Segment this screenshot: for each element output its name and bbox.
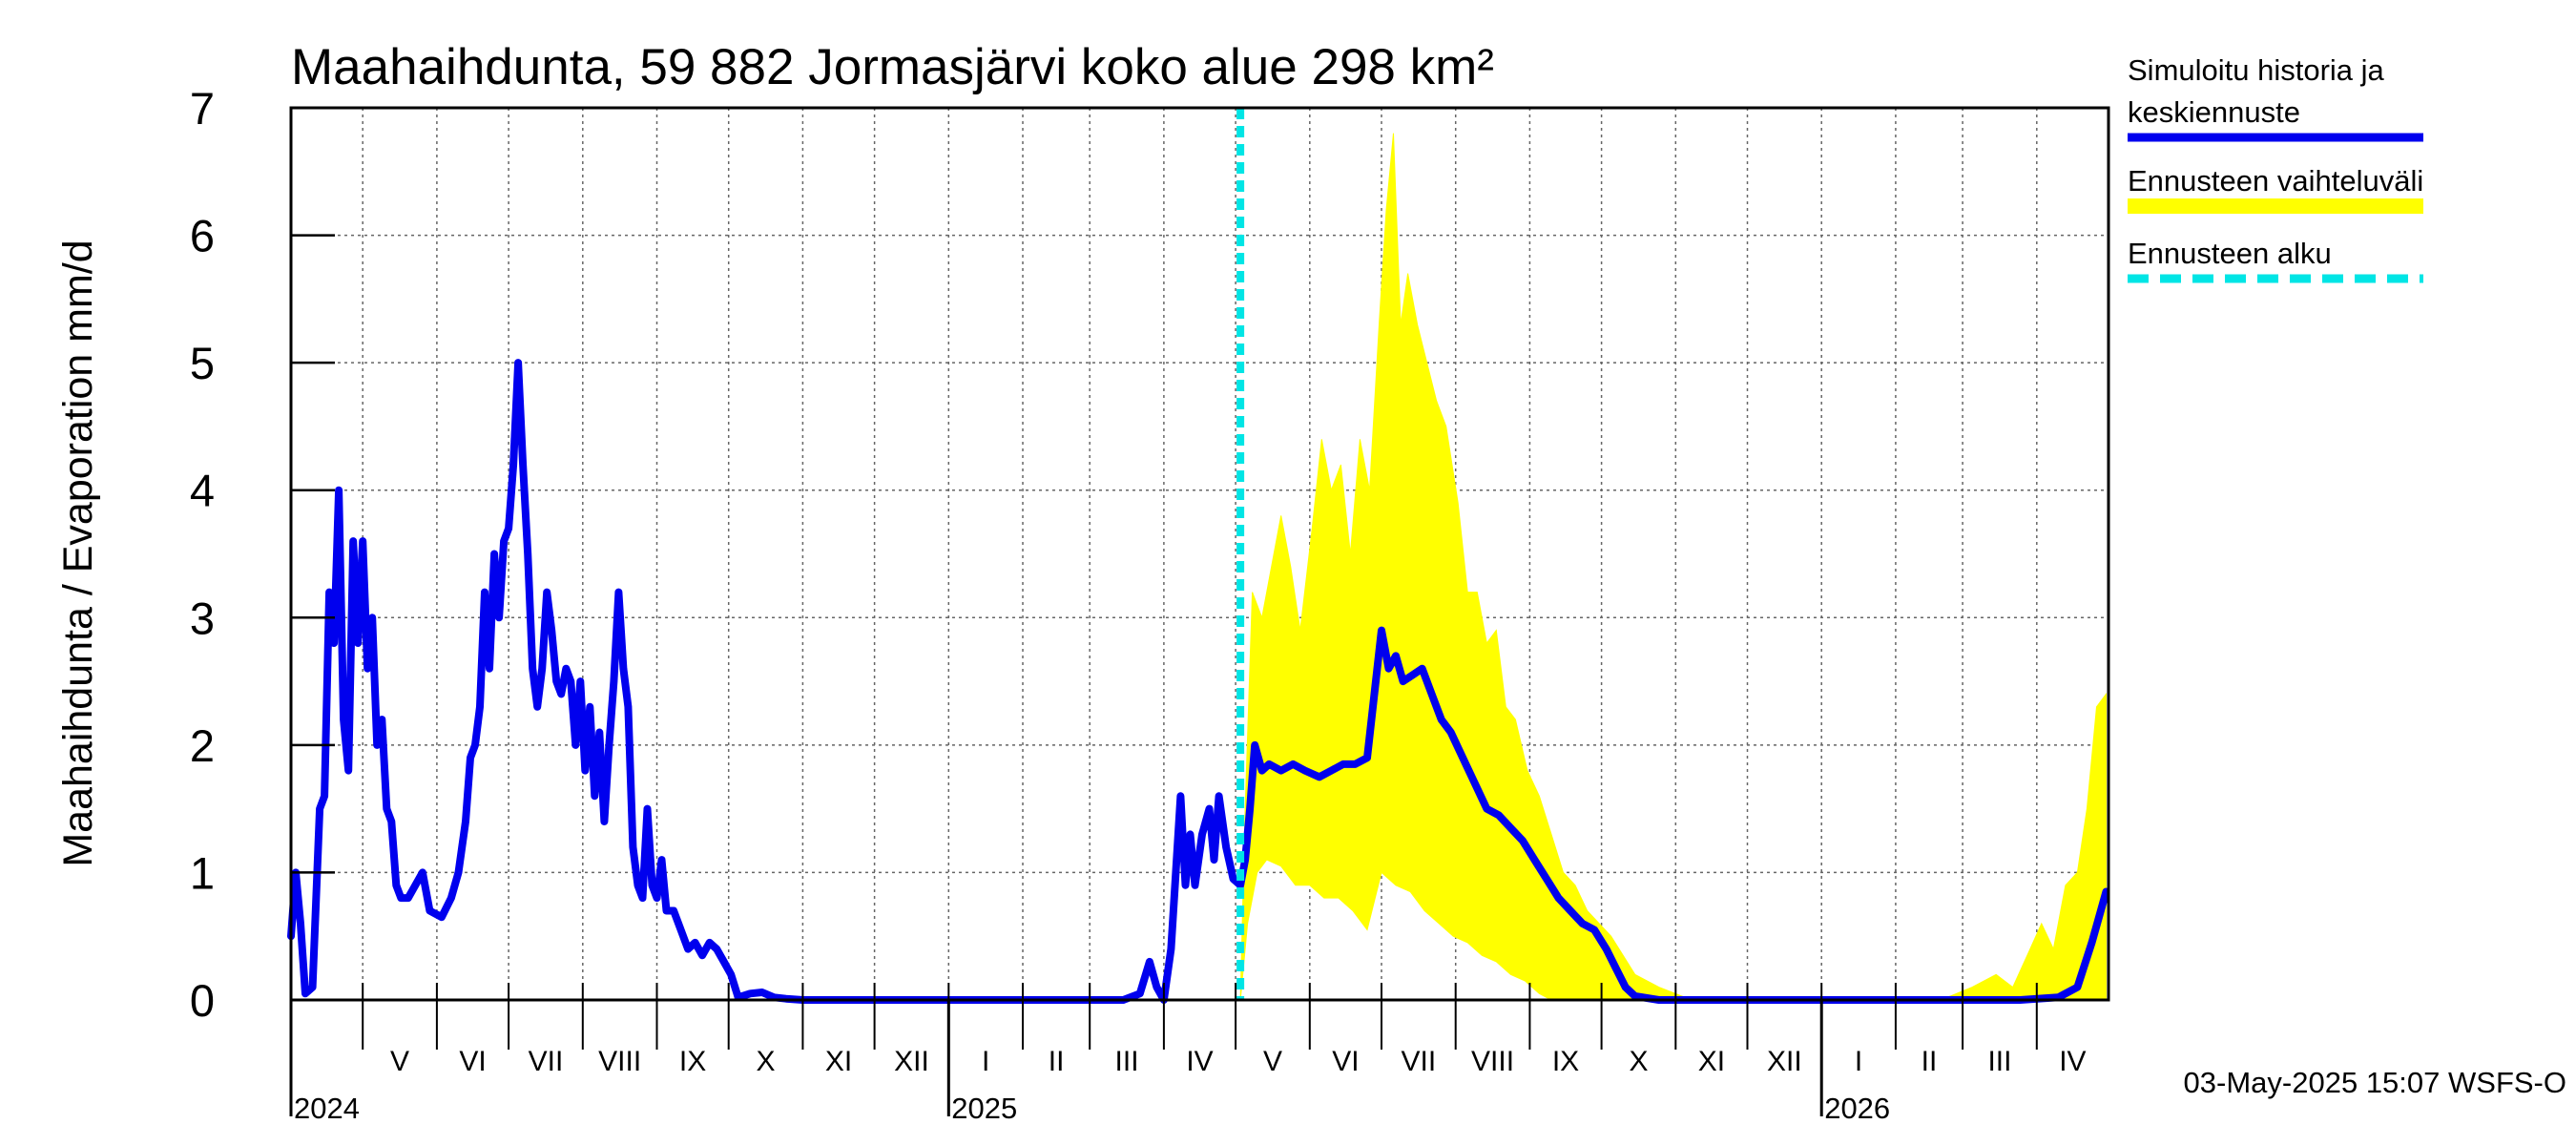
y-tick-label-0: 0 [190, 975, 215, 1026]
month-label-3: VIII [598, 1046, 641, 1077]
y-tick-label-5: 5 [190, 338, 215, 388]
month-label-15: VIII [1471, 1046, 1514, 1077]
month-label-22: III [1987, 1046, 2011, 1077]
month-label-8: I [982, 1046, 989, 1077]
month-label-11: IV [1186, 1046, 1213, 1077]
month-label-13: VI [1332, 1046, 1359, 1077]
month-label-12: V [1263, 1046, 1282, 1077]
month-label-16: IX [1552, 1046, 1579, 1077]
y-axis-label: Maahaihdunta / Evaporation mm/d [55, 239, 101, 866]
legend: Simuloitu historia ja keskiennuste Ennus… [2128, 53, 2423, 283]
legend-label-history-2: keskiennuste [2128, 95, 2300, 129]
year-label-2025: 2025 [951, 1092, 1017, 1125]
forecast-range-area [1239, 133, 2107, 1001]
series-line-0 [287, 359, 2110, 1004]
month-label-5: X [757, 1046, 776, 1077]
chart-title: Maahaihdunta, 59 882 Jormasjärvi koko al… [291, 39, 1494, 95]
month-label-20: I [1855, 1046, 1862, 1077]
y-tick-label-4: 4 [190, 466, 215, 516]
year-label-2026: 2026 [1824, 1092, 1890, 1125]
year-label-2024: 2024 [294, 1092, 360, 1125]
month-label-14: VII [1402, 1046, 1437, 1077]
month-label-2: VII [529, 1046, 564, 1077]
series-lines [287, 359, 2110, 1004]
y-tick-label-7: 7 [190, 83, 215, 134]
month-label-1: VI [459, 1046, 486, 1077]
month-label-0: V [390, 1046, 409, 1077]
month-label-6: XI [825, 1046, 852, 1077]
month-label-23: IV [2059, 1046, 2086, 1077]
y-tick-label-2: 2 [190, 720, 215, 771]
month-label-19: XII [1767, 1046, 1802, 1077]
y-tick-label-1: 1 [190, 847, 215, 898]
month-label-17: X [1629, 1046, 1648, 1077]
legend-label-history-1: Simuloitu historia ja [2128, 53, 2385, 87]
month-label-10: III [1115, 1046, 1139, 1077]
month-label-7: XII [894, 1046, 929, 1077]
y-tick-label-3: 3 [190, 593, 215, 643]
y-tick-label-6: 6 [190, 211, 215, 261]
month-label-9: II [1049, 1046, 1065, 1077]
month-label-18: XI [1698, 1046, 1725, 1077]
plot-frame [289, 106, 2110, 1002]
month-label-4: IX [679, 1046, 706, 1077]
legend-label-band: Ennusteen vaihteluväli [2128, 164, 2423, 198]
footer-timestamp: 03-May-2025 15:07 WSFS-O [2184, 1066, 2566, 1099]
legend-label-forecast-start: Ennusteen alku [2128, 237, 2332, 270]
month-label-21: II [1922, 1046, 1938, 1077]
forecast-band [1239, 133, 2107, 1001]
